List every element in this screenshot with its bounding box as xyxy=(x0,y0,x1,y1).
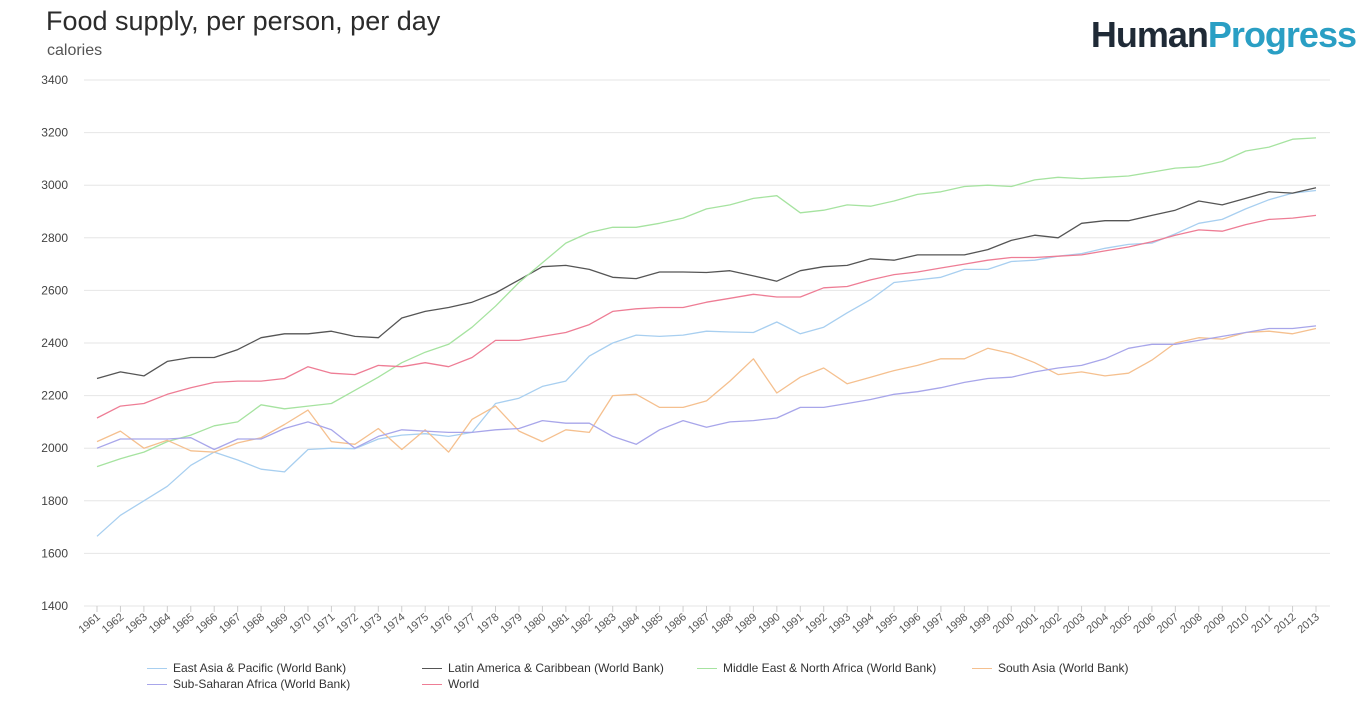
legend-swatch xyxy=(147,684,167,686)
legend-label: South Asia (World Bank) xyxy=(998,661,1129,675)
legend-label: World xyxy=(448,677,480,691)
x-tick-label: 1968 xyxy=(241,611,267,636)
x-tick-label: 2009 xyxy=(1202,611,1228,636)
legend-item[interactable]: World xyxy=(422,677,479,691)
x-tick-label: 2013 xyxy=(1295,611,1321,636)
x-tick-label: 1993 xyxy=(827,611,853,636)
x-tick-label: 2007 xyxy=(1155,611,1181,636)
x-tick-label: 1988 xyxy=(709,611,735,636)
x-tick-label: 1992 xyxy=(803,611,829,636)
x-tick-label: 1975 xyxy=(405,611,431,636)
x-tick-label: 1965 xyxy=(170,611,196,636)
x-tick-label: 1981 xyxy=(545,611,571,636)
series-line-5 xyxy=(96,214,1317,419)
x-tick-label: 1996 xyxy=(897,611,923,636)
y-tick-label: 3400 xyxy=(41,73,68,87)
x-tick-label: 1991 xyxy=(780,611,806,636)
y-tick-label: 3000 xyxy=(41,178,68,192)
series-line-4 xyxy=(96,325,1317,451)
legend-swatch xyxy=(147,668,167,670)
logo-text-progress: Progress xyxy=(1207,14,1357,55)
x-tick-label: 1961 xyxy=(76,611,102,636)
series-line-0 xyxy=(96,189,1317,537)
x-tick-label: 1962 xyxy=(100,611,126,636)
logo-text-human: Human xyxy=(1090,14,1209,55)
y-tick-label: 2800 xyxy=(41,231,68,245)
x-tick-label: 1980 xyxy=(522,611,548,636)
humanprogress-logo[interactable]: HumanProgress xyxy=(1090,14,1357,56)
series-line-3 xyxy=(96,327,1317,453)
x-tick-label: 1990 xyxy=(756,611,782,636)
x-tick-label: 1986 xyxy=(663,611,689,636)
x-tick-label: 1999 xyxy=(967,611,993,636)
x-tick-label: 1970 xyxy=(287,611,313,636)
legend-item[interactable]: South Asia (World Bank) xyxy=(972,661,1129,675)
legend-label: East Asia & Pacific (World Bank) xyxy=(173,661,347,675)
x-tick-label: 1974 xyxy=(381,611,407,636)
x-tick-label: 2004 xyxy=(1084,611,1110,636)
legend-swatch xyxy=(972,668,992,670)
x-tick-label: 1989 xyxy=(733,611,759,636)
x-tick-label: 1972 xyxy=(334,611,360,636)
legend-swatch xyxy=(422,684,442,686)
x-tick-label: 2002 xyxy=(1038,611,1064,636)
x-tick-label: 1998 xyxy=(944,611,970,636)
x-tick-label: 1967 xyxy=(217,611,243,636)
x-tick-label: 1997 xyxy=(920,611,946,636)
x-tick-label: 2008 xyxy=(1178,611,1204,636)
legend-item[interactable]: East Asia & Pacific (World Bank) xyxy=(147,661,346,675)
chart-subtitle: calories xyxy=(47,42,103,59)
legend-swatch xyxy=(697,668,717,670)
x-tick-label: 2003 xyxy=(1061,611,1087,636)
y-tick-label: 1800 xyxy=(41,494,68,508)
x-tick-label: 1966 xyxy=(194,611,220,636)
x-tick-label: 1964 xyxy=(147,611,173,636)
y-tick-label: 3200 xyxy=(41,126,68,140)
x-tick-label: 2005 xyxy=(1108,611,1134,636)
y-tick-label: 2200 xyxy=(41,389,68,403)
x-tick-label: 1971 xyxy=(311,611,337,636)
legend-label: Middle East & North Africa (World Bank) xyxy=(723,661,937,675)
x-tick-label: 1977 xyxy=(452,611,478,636)
x-tick-label: 1963 xyxy=(123,611,149,636)
legend-swatch xyxy=(422,668,442,670)
legend-item[interactable]: Sub-Saharan Africa (World Bank) xyxy=(147,677,350,691)
x-tick-label: 2001 xyxy=(1014,611,1040,636)
legend-item[interactable]: Latin America & Caribbean (World Bank) xyxy=(422,661,664,675)
y-tick-label: 2400 xyxy=(41,336,68,350)
x-tick-label: 1987 xyxy=(686,611,712,636)
x-tick-label: 1976 xyxy=(428,611,454,636)
y-tick-label: 1400 xyxy=(41,599,68,613)
x-tick-label: 2006 xyxy=(1131,611,1157,636)
y-tick-label: 1600 xyxy=(41,546,68,560)
chart-title: Food supply, per person, per day xyxy=(46,6,441,36)
y-tick-label: 2000 xyxy=(41,441,68,455)
x-tick-label: 1995 xyxy=(873,611,899,636)
x-tick-label: 2011 xyxy=(1249,611,1275,635)
x-tick-label: 1969 xyxy=(264,611,290,636)
x-tick-label: 1979 xyxy=(498,611,524,636)
x-tick-label: 2012 xyxy=(1272,611,1298,636)
x-tick-label: 1994 xyxy=(850,611,876,636)
y-tick-label: 2600 xyxy=(41,283,68,297)
legend-label: Sub-Saharan Africa (World Bank) xyxy=(173,677,351,691)
legend-label: Latin America & Caribbean (World Bank) xyxy=(448,661,664,675)
series-line-1 xyxy=(96,187,1317,380)
series-line-2 xyxy=(96,137,1317,468)
x-tick-label: 1985 xyxy=(639,611,665,636)
x-tick-label: 1978 xyxy=(475,611,501,636)
x-tick-label: 2000 xyxy=(991,611,1017,636)
x-tick-label: 1983 xyxy=(592,611,618,636)
x-tick-label: 1982 xyxy=(569,611,595,636)
x-tick-label: 2010 xyxy=(1225,611,1251,636)
legend-item[interactable]: Middle East & North Africa (World Bank) xyxy=(697,661,936,675)
x-tick-label: 1973 xyxy=(358,611,384,636)
x-tick-label: 1984 xyxy=(616,611,642,636)
